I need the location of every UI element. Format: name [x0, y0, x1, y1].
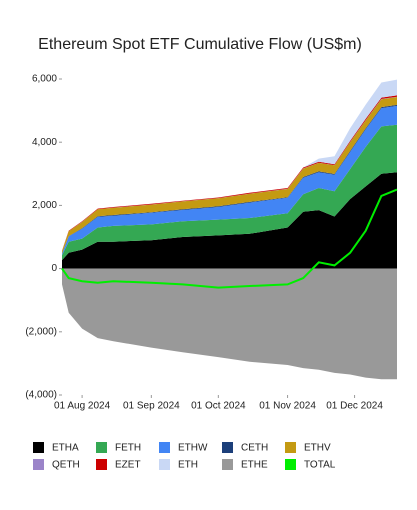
legend-swatch: [222, 459, 233, 470]
legend-label: ETHE: [241, 460, 268, 471]
x-tick-label: 01 Aug 2024: [54, 401, 111, 412]
legend-label: ETH: [178, 460, 198, 471]
legend-swatch: [33, 442, 44, 453]
area: [62, 124, 397, 261]
legend-label: ETHA: [52, 443, 79, 454]
legend-label: EZET: [115, 460, 141, 471]
x-tick-label: 01 Sep 2024: [123, 401, 180, 412]
x-tick-label: 01 Nov 2024: [259, 401, 316, 412]
area: [62, 268, 397, 380]
area: [62, 172, 397, 269]
legend-label: ETHW: [178, 443, 208, 454]
legend-label: CETH: [241, 443, 268, 454]
legend-swatch: [285, 459, 296, 470]
legend-label: ETHV: [304, 443, 331, 454]
area: [62, 105, 397, 256]
legend-swatch: [285, 442, 296, 453]
legend-swatch: [159, 442, 170, 453]
x-tick-label: 01 Dec 2024: [326, 401, 383, 412]
legend-swatch: [159, 459, 170, 470]
y-tick-label: 4,000: [32, 137, 57, 148]
chart-title: Ethereum Spot ETF Cumulative Flow (US$m): [38, 36, 362, 53]
legend-swatch: [96, 459, 107, 470]
y-tick-label: (2,000): [25, 326, 57, 337]
legend-label: QETH: [52, 460, 80, 471]
y-tick-label: 2,000: [32, 200, 57, 211]
y-tick-label: 0: [51, 263, 57, 274]
y-tick-label: 6,000: [32, 74, 57, 85]
y-tick-label: (4,000): [25, 390, 57, 401]
line: [61, 188, 398, 289]
legend-swatch: [33, 459, 44, 470]
legend-swatch: [96, 442, 107, 453]
legend-label: FETH: [115, 443, 141, 454]
x-tick-label: 01 Oct 2024: [191, 401, 246, 412]
legend-swatch: [222, 442, 233, 453]
legend-label: TOTAL: [304, 460, 336, 471]
